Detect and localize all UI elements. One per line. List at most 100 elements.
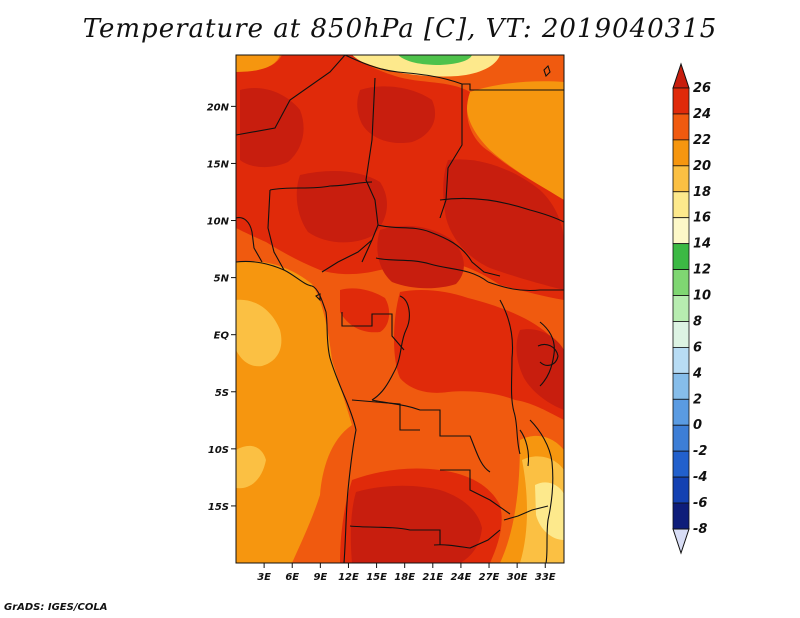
lake-victoria [537, 343, 559, 366]
colorbar-label: -8 [693, 522, 707, 537]
border-botswana [433, 529, 501, 549]
field-18-coast [236, 299, 282, 367]
y-tick-label: 10S [208, 445, 229, 456]
border-chad-sudan [439, 108, 463, 219]
y-tick-label: 10N [207, 217, 230, 228]
field-24-central [394, 290, 564, 420]
border-north [344, 55, 463, 108]
x-tick-label: 6E [285, 572, 299, 583]
colorbar-swatch [672, 372, 690, 400]
border-nigeria-niger [269, 181, 373, 191]
colorbar-swatch [672, 295, 690, 322]
colorbar-label: 10 [693, 289, 711, 304]
border-angola-namibia [349, 525, 441, 545]
border-congo [371, 295, 410, 401]
colorbar-label: 18 [693, 185, 711, 200]
colorbar-swatch [672, 398, 690, 426]
field-26-northeast [357, 86, 436, 144]
x-tick-label: 3E [257, 572, 271, 583]
field-18-southwest [236, 445, 266, 489]
colorbar-swatch [672, 217, 690, 245]
border-sudan [439, 197, 564, 223]
x-tick-label: 30E [507, 572, 528, 583]
x-tick-label: 33E [535, 572, 556, 583]
colorbar-swatch [672, 502, 690, 530]
y-axis: 20N 15N 10N 5N EQ 5S 10S 15S [207, 102, 236, 513]
colorbar-label: -2 [693, 444, 707, 459]
colorbar-label: 4 [692, 366, 702, 381]
colorbar-label: 12 [693, 263, 711, 278]
y-tick-label: 20N [207, 102, 230, 113]
border-uganda [539, 321, 555, 387]
border-libya-egypt [462, 83, 564, 91]
colorbar-swatch [672, 139, 690, 167]
colorbar-bottom-cap [672, 528, 690, 555]
border-drc-east [499, 299, 521, 455]
border-zimbabwe [503, 505, 549, 521]
colorbar-swatch [672, 243, 690, 270]
x-tick-label: 21E [422, 572, 443, 583]
colorbar-label: 14 [693, 237, 711, 252]
colorbar-label: 8 [693, 314, 702, 329]
chart-title: Temperature at 850hPa [C], VT: 201904031… [82, 14, 718, 44]
border-angola-north [351, 399, 420, 431]
x-axis: 3E 6E 9E 12E 15E 18E 21E 24E 27E 30E 33E [257, 563, 556, 583]
border-car-north [377, 224, 501, 277]
colorbar-label: 0 [693, 418, 702, 433]
x-tick-label: 15E [366, 572, 387, 583]
y-tick-label: 5N [214, 274, 230, 285]
map-frame [235, 54, 565, 564]
y-tick-label: 15N [207, 159, 230, 170]
field-26-east [443, 159, 564, 290]
colorbar-swatch [672, 347, 690, 374]
country-borders [236, 55, 564, 563]
y-tick-label: EQ [214, 331, 230, 342]
colorbar-swatch [672, 269, 690, 296]
border-algeria-mali [236, 55, 346, 136]
border-malawi [529, 419, 554, 563]
colorbar-swatch [672, 191, 690, 219]
y-tick-label: 5S [215, 388, 229, 399]
field-26-car [377, 225, 464, 289]
colorbar-swatch [672, 450, 690, 478]
field-20-northeast [466, 81, 564, 200]
y-tick-label: 15S [208, 502, 229, 513]
colorbar-label: -4 [693, 470, 707, 485]
field-12-north [398, 55, 472, 65]
field-26-west-sahel [240, 88, 304, 168]
border-ghana [236, 217, 263, 263]
colorbar-label: 26 [693, 81, 711, 96]
border-zambia [440, 469, 511, 515]
field-26-chad [296, 170, 387, 243]
x-tick-label: 9E [313, 572, 327, 583]
colorbar-swatch [672, 321, 690, 348]
credit-text: GrADS: IGES/COLA [4, 602, 108, 613]
field-26-great-lakes [516, 329, 564, 410]
island-north [543, 64, 551, 78]
colorbar-swatch [672, 87, 690, 115]
colorbar-label: -6 [693, 496, 707, 511]
x-tick-label: 12E [338, 572, 359, 583]
colorbar-label: 22 [693, 133, 711, 148]
field-26-angola [350, 485, 482, 563]
border-gabon [341, 312, 405, 351]
colorbar-label: 16 [693, 211, 711, 226]
lake-tanganyika [519, 429, 530, 467]
colorbar-swatch [672, 424, 690, 452]
field-20-north [236, 55, 280, 72]
colorbar-label: 6 [693, 340, 702, 355]
colorbar-label: 24 [693, 107, 711, 122]
x-tick-label: 27E [479, 572, 500, 583]
border-car-south [375, 257, 489, 283]
temperature-field [236, 55, 564, 563]
x-tick-label: 24E [451, 572, 472, 583]
island-coast [315, 293, 321, 302]
border-nigeria-cameroon [321, 239, 373, 273]
colorbar-top-cap [672, 62, 690, 89]
field-24-congo-north [340, 288, 390, 333]
border-benin-nigeria [267, 189, 285, 271]
border-south-sudan [487, 281, 564, 292]
colorbar-swatch [672, 113, 690, 141]
